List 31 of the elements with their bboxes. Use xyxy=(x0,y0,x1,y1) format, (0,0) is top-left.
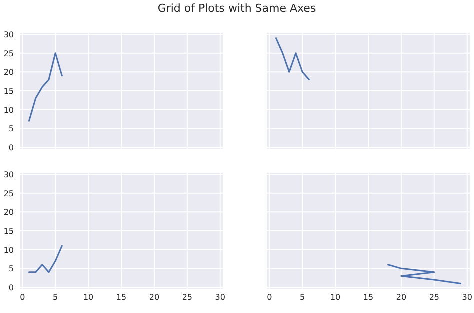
chart-title: Grid of Plots with Same Axes xyxy=(158,2,316,15)
y-tick-label: 15 xyxy=(4,87,14,96)
y-tick-label: 0 xyxy=(8,143,14,152)
x-tick-label: 30 xyxy=(462,293,472,302)
x-tick-label: 25 xyxy=(429,293,440,302)
x-tick-label: 20 xyxy=(396,293,407,302)
y-tick-label: 0 xyxy=(8,283,14,292)
x-tick-label: 20 xyxy=(149,293,160,302)
y-tick-label: 30 xyxy=(4,170,14,180)
y-tick-label: 20 xyxy=(4,68,14,78)
line-series xyxy=(28,245,63,274)
y-tick-label: 25 xyxy=(4,49,14,58)
line-series xyxy=(28,52,63,122)
y-tick-label: 15 xyxy=(4,227,14,236)
x-tick-label: 25 xyxy=(182,293,193,302)
x-tick-label: 0 xyxy=(267,293,272,302)
x-tick-label: 15 xyxy=(116,293,127,302)
y-tick-label: 30 xyxy=(4,30,14,40)
x-tick-label: 10 xyxy=(83,293,94,302)
y-tick-label: 5 xyxy=(8,124,14,134)
y-tick-label: 20 xyxy=(4,208,14,218)
x-tick-label: 0 xyxy=(20,293,26,302)
x-tick-label: 5 xyxy=(300,293,306,302)
x-tick-label: 5 xyxy=(53,293,58,302)
x-tick-label: 15 xyxy=(363,293,374,302)
y-tick-label: 10 xyxy=(4,106,14,115)
y-tick-label: 25 xyxy=(4,189,14,198)
y-tick-label: 5 xyxy=(8,264,14,274)
y-tick-label: 10 xyxy=(4,246,14,255)
x-tick-label: 10 xyxy=(330,293,341,302)
x-tick-label: 30 xyxy=(215,293,226,302)
